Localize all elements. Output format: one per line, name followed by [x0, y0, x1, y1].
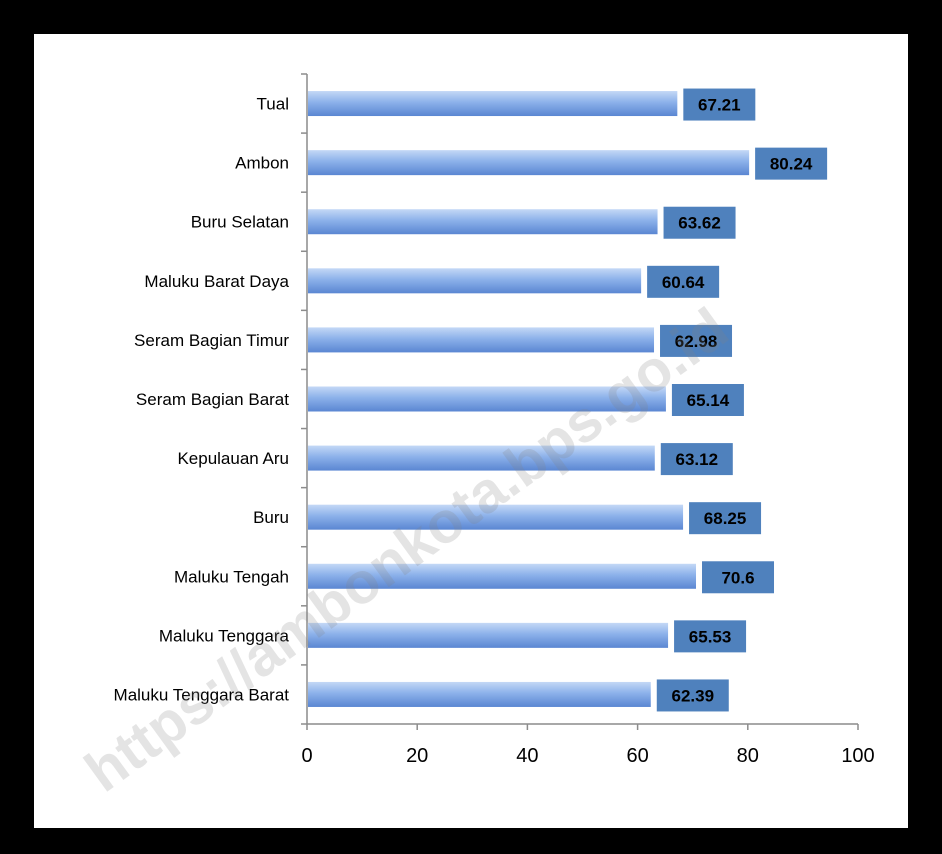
watermark-text: https://ambonkota.bps.go.id	[73, 296, 739, 805]
bar	[308, 622, 669, 648]
bar	[308, 681, 651, 707]
bar	[308, 386, 666, 412]
labels-layer: Tual 67.21 Ambon 80.24 Buru Selatan 63.62 Malu…	[114, 88, 828, 712]
data-label-box	[656, 679, 729, 712]
category-label: Maluku Tengah	[174, 567, 289, 586]
category-label: Maluku Tenggara Barat	[114, 685, 290, 704]
data-label: 65.14	[687, 391, 730, 410]
data-label: 62.39	[671, 686, 714, 705]
category-label: Tual	[257, 95, 289, 114]
x-tick-label: 60	[626, 745, 648, 767]
category-label: Seram Bagian Timur	[134, 331, 289, 350]
data-label-box	[755, 147, 828, 180]
bars-layer	[308, 91, 750, 707]
data-label-box	[689, 502, 762, 535]
x-tick-label: 40	[516, 745, 538, 767]
data-label: 62.98	[675, 332, 718, 351]
data-label-box	[702, 561, 775, 594]
data-label-box	[683, 88, 756, 121]
data-label: 68.25	[704, 509, 747, 528]
data-label: 67.21	[698, 96, 741, 115]
bar	[308, 563, 697, 589]
data-label: 80.24	[770, 155, 813, 174]
category-label: Buru	[253, 508, 289, 527]
x-tick-label: 80	[737, 745, 759, 767]
data-label-box	[660, 443, 733, 476]
bar	[308, 209, 658, 235]
data-label-box	[647, 265, 720, 298]
data-label-box	[674, 620, 747, 653]
x-tick-label: 0	[301, 745, 312, 767]
axis-layer: 0 20 40 60 80 100	[301, 73, 875, 767]
category-label: Seram Bagian Barat	[136, 390, 289, 409]
data-label: 60.64	[662, 273, 705, 292]
data-label-box	[671, 384, 744, 416]
bar	[308, 91, 678, 117]
x-tick-label: 20	[406, 745, 428, 767]
bar	[308, 268, 642, 294]
category-label: Buru Selatan	[191, 213, 289, 232]
data-label: 63.62	[678, 214, 721, 233]
category-label: Kepulauan Aru	[177, 449, 289, 468]
category-label: Maluku Tenggara	[159, 626, 290, 645]
category-label: Ambon	[235, 154, 289, 173]
bar-chart: 0 20 40 60 80 100 Tual 67.21 Ambon 80.24 Buru Sel…	[73, 73, 875, 805]
data-label: 63.12	[676, 450, 719, 469]
data-label-box	[663, 206, 736, 239]
chart-frame: 0 20 40 60 80 100 Tual 67.21 Ambon 80.24 Buru Sel…	[34, 34, 908, 828]
bar	[308, 150, 750, 176]
category-label: Maluku Barat Daya	[144, 272, 289, 291]
data-label: 65.53	[689, 627, 732, 646]
data-label-box	[660, 324, 733, 357]
bar	[308, 445, 655, 471]
data-label: 70.6	[721, 568, 754, 587]
x-tick-label: 100	[841, 745, 874, 767]
bar	[308, 327, 655, 353]
bar	[308, 504, 684, 530]
